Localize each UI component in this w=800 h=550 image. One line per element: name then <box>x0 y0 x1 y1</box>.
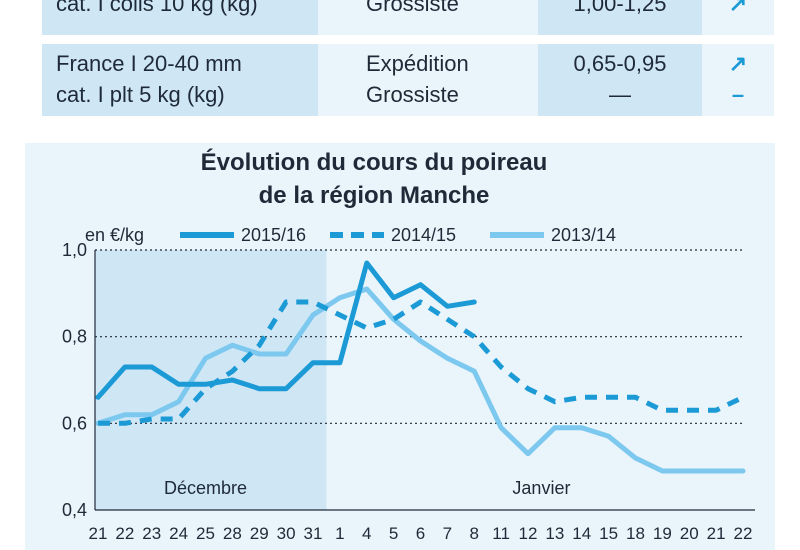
chart-title-line-1: Évolution du cours du poireau <box>201 148 548 176</box>
x-tick-label: 23 <box>142 524 161 543</box>
x-tick-label: 31 <box>304 524 323 543</box>
period-label: Décembre <box>164 478 247 498</box>
x-tick-label: 6 <box>416 524 425 543</box>
legend-label: 2014/15 <box>391 225 456 245</box>
series-line <box>95 260 477 400</box>
x-tick-label: 13 <box>545 524 564 543</box>
series-line <box>98 299 745 426</box>
x-tick-label: 11 <box>492 524 510 543</box>
market-cell: Grossiste <box>318 0 538 35</box>
price-table: cat. I colis 10 kg (kg) Grossiste 1,00-1… <box>42 0 774 116</box>
x-tick-label: 21 <box>89 524 108 543</box>
x-tick-label: 28 <box>223 524 242 543</box>
x-axis-ticks: 21 22 23 24 25 28 29 30 31 1 4 5 6 7 8 11 12 13 14 15 18 19 20… <box>89 524 753 543</box>
series-line <box>95 286 746 474</box>
y-tick-label: 1,0 <box>62 240 87 260</box>
legend-label: 2015/16 <box>241 225 306 245</box>
trend-flat-icon: – <box>731 82 745 107</box>
y-tick-label: 0,4 <box>62 500 87 520</box>
product-cell: France I 20-40 mm cat. I plt 5 kg (kg) <box>42 44 318 116</box>
x-tick-label: 21 <box>707 524 726 543</box>
y-tick-label: 0,8 <box>62 327 87 347</box>
market-line: Expédition <box>366 51 469 76</box>
product-line: France I 20-40 mm <box>56 51 242 76</box>
x-tick-label: 7 <box>443 524 452 543</box>
x-tick-label: 4 <box>362 524 371 543</box>
x-tick-label: 14 <box>572 524 591 543</box>
market-line: Grossiste <box>366 0 459 16</box>
trend-up-icon: ↗ <box>728 51 748 76</box>
price-line: — <box>609 82 631 107</box>
x-tick-label: 22 <box>734 524 753 543</box>
x-tick-label: 29 <box>250 524 269 543</box>
x-tick-label: 1 <box>335 524 344 543</box>
row-separator <box>42 35 774 44</box>
market-cell: Expédition Grossiste <box>318 44 538 116</box>
x-tick-label: 18 <box>626 524 645 543</box>
x-tick-label: 12 <box>519 524 538 543</box>
y-tick-label: 0,6 <box>62 413 87 433</box>
period-label: Janvier <box>512 478 570 498</box>
price-line: 0,65-0,95 <box>573 51 667 76</box>
price-cell: 0,65-0,95 — <box>538 44 702 116</box>
x-tick-label: 30 <box>277 524 296 543</box>
product-cell: cat. I colis 10 kg (kg) <box>42 0 318 35</box>
legend: 2015/16 2014/15 2013/14 <box>180 225 616 245</box>
trend-up-icon: ↗ <box>728 0 748 16</box>
chart-title-line-2: de la région Manche <box>259 182 490 209</box>
trend-cell: ↗ – <box>702 44 774 116</box>
price-cell: 1,00-1,25 <box>538 0 702 35</box>
trend-cell: ↗ <box>702 0 774 35</box>
series-lines <box>95 260 746 474</box>
x-tick-label: 15 <box>599 524 618 543</box>
december-band <box>95 250 327 510</box>
product-line: cat. I colis 10 kg (kg) <box>56 0 258 16</box>
price-line: 1,00-1,25 <box>573 0 667 16</box>
period-labels: Décembre Janvier <box>164 478 570 498</box>
unit-label: en €/kg <box>85 225 144 245</box>
x-tick-label: 20 <box>680 524 699 543</box>
chart-panel: Évolution du cours du poireau de la régi… <box>25 143 775 550</box>
y-axis-ticks: 0,4 0,6 0,8 1,0 <box>62 240 87 520</box>
x-tick-label: 22 <box>115 524 134 543</box>
x-tick-label: 24 <box>169 524 188 543</box>
legend-label: 2013/14 <box>551 225 616 245</box>
axes <box>94 250 755 511</box>
x-tick-label: 8 <box>470 524 479 543</box>
table-row: France I 20-40 mm cat. I plt 5 kg (kg) E… <box>42 44 774 116</box>
x-tick-label: 25 <box>196 524 215 543</box>
grid-lines <box>95 249 745 424</box>
product-line: cat. I plt 5 kg (kg) <box>56 82 225 107</box>
leek-price-chart: Évolution du cours du poireau de la régi… <box>62 148 755 543</box>
x-tick-label: 5 <box>389 524 398 543</box>
market-line: Grossiste <box>366 82 459 107</box>
table-row: cat. I colis 10 kg (kg) Grossiste 1,00-1… <box>42 0 774 35</box>
x-tick-label: 19 <box>653 524 672 543</box>
